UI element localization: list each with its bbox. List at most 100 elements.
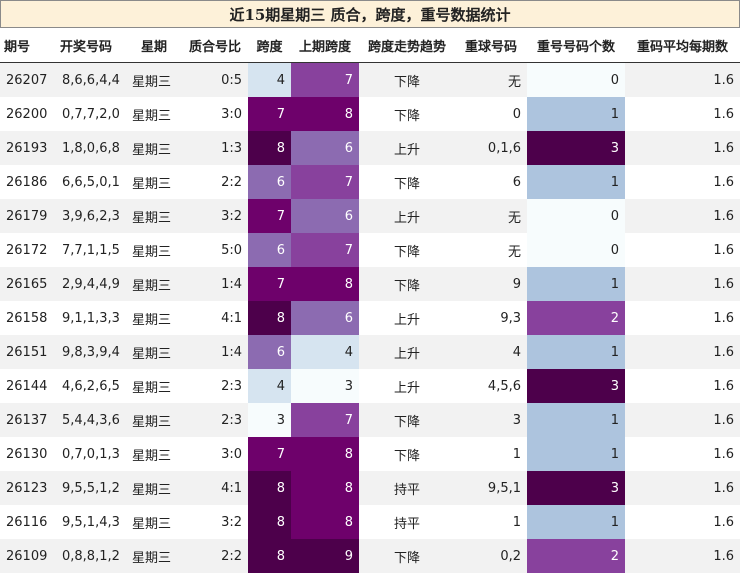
table-row: 26165 2,9,4,4,9 星期三 1:4 7 8 下降 9 1 1.6 (0, 267, 740, 301)
table-cell: 无 (455, 199, 527, 233)
column-header: 重号号码个数 (527, 28, 625, 63)
column-header: 重球号码 (455, 28, 527, 63)
table-cell: 星期三 (126, 97, 182, 131)
table-cell: 下降 (359, 165, 455, 199)
table-cell: 持平 (359, 471, 455, 505)
table-cell: 下降 (359, 97, 455, 131)
table-cell: 6 (248, 335, 291, 369)
table-cell: 4 (248, 62, 291, 97)
table-cell: 7 (291, 403, 359, 437)
stats-table: 期号 开奖号码 星期 质合号比 跨度 上期跨度 跨度走势趋势 重球号码 重号号码个数 重码平均每期… (0, 28, 740, 573)
table-cell: 8 (248, 471, 291, 505)
table-cell: 上升 (359, 199, 455, 233)
table-cell: 7 (291, 165, 359, 199)
table-cell: 8 (248, 505, 291, 539)
table-cell: 星期三 (126, 233, 182, 267)
table-cell: 1 (527, 267, 625, 301)
table-cell: 1.6 (625, 539, 740, 573)
table-cell: 9,5,1,4,3 (56, 505, 126, 539)
table-cell: 8 (291, 437, 359, 471)
table-row: 26172 7,7,1,1,5 星期三 5:0 6 7 下降无 0 1.6 (0, 233, 740, 267)
table-row: 26109 0,8,8,1,2 星期三 2:2 8 9 下降 0,2 2 1.6 (0, 539, 740, 573)
table-cell: 26172 (0, 233, 56, 267)
table-cell: 8 (291, 267, 359, 301)
table-cell: 9,5,1 (455, 471, 527, 505)
table-cell: 星期三 (126, 131, 182, 165)
table-cell: 7 (248, 199, 291, 233)
table-cell: 9 (291, 539, 359, 573)
table-cell: 0 (527, 199, 625, 233)
table-cell: 4,5,6 (455, 369, 527, 403)
table-cell: 26158 (0, 301, 56, 335)
table-cell: 7 (291, 62, 359, 97)
table-cell: 3 (527, 369, 625, 403)
table-cell: 1:4 (182, 335, 248, 369)
table-cell: 下降 (359, 437, 455, 471)
table-row: 26130 0,7,0,1,3 星期三 3:0 7 8 下降 1 1 1.6 (0, 437, 740, 471)
table-cell: 下降 (359, 403, 455, 437)
table-cell: 星期三 (126, 471, 182, 505)
table-cell: 1.6 (625, 97, 740, 131)
table-cell: 6 (291, 199, 359, 233)
table-cell: 星期三 (126, 437, 182, 471)
table-cell: 1.6 (625, 369, 740, 403)
table-cell: 1.6 (625, 131, 740, 165)
table-row: 26200 0,7,7,2,0 星期三 3:0 7 8 下降 0 1 1.6 (0, 97, 740, 131)
table-cell: 3:2 (182, 505, 248, 539)
table-cell: 无 (455, 62, 527, 97)
table-cell: 4:1 (182, 301, 248, 335)
table-cell: 3 (248, 403, 291, 437)
table-cell: 2:2 (182, 165, 248, 199)
column-header: 开奖号码 (56, 28, 126, 63)
table-cell: 8 (248, 131, 291, 165)
column-header: 跨度 (248, 28, 291, 63)
table-cell: 26200 (0, 97, 56, 131)
table-cell: 1.6 (625, 301, 740, 335)
table-title: 近15期星期三 质合，跨度，重号数据统计 (0, 0, 740, 28)
column-header: 跨度走势趋势 (359, 28, 455, 63)
table-cell: 1 (527, 165, 625, 199)
table-cell: 4:1 (182, 471, 248, 505)
table-row: 26116 9,5,1,4,3 星期三 3:2 8 8 持平 1 1 1.6 (0, 505, 740, 539)
table-cell: 1 (527, 403, 625, 437)
table-row: 26137 5,4,4,3,6 星期三 2:3 3 7 下降 3 1 1.6 (0, 403, 740, 437)
table-body: 26207 8,6,6,4,4 星期三 0:5 4 7 下降无 0 1.6 26200 0,7,7,… (0, 62, 740, 573)
table-cell: 26179 (0, 199, 56, 233)
table-cell: 1.6 (625, 267, 740, 301)
table-cell: 3:0 (182, 97, 248, 131)
table-cell: 5,4,4,3,6 (56, 403, 126, 437)
table-row: 26186 6,6,5,0,1 星期三 2:2 6 7 下降 6 1 1.6 (0, 165, 740, 199)
table-cell: 2:3 (182, 369, 248, 403)
table-cell: 26130 (0, 437, 56, 471)
table-cell: 3 (455, 403, 527, 437)
table-cell: 9 (455, 267, 527, 301)
table-cell: 26186 (0, 165, 56, 199)
table-cell: 1.6 (625, 199, 740, 233)
column-header: 上期跨度 (291, 28, 359, 63)
table-cell: 1.6 (625, 335, 740, 369)
table-row: 26179 3,9,6,2,3 星期三 3:2 7 6 上升无 0 1.6 (0, 199, 740, 233)
table-cell: 下降 (359, 233, 455, 267)
table-cell: 1.6 (625, 233, 740, 267)
table-cell: 3 (527, 471, 625, 505)
table-cell: 5:0 (182, 233, 248, 267)
table-cell: 6,6,5,0,1 (56, 165, 126, 199)
table-cell: 1 (455, 437, 527, 471)
table-row: 26158 9,1,1,3,3 星期三 4:1 8 6 上升 9,3 2 1.6 (0, 301, 740, 335)
table-cell: 上升 (359, 131, 455, 165)
table-cell: 1.6 (625, 437, 740, 471)
table-cell: 8 (291, 471, 359, 505)
table-cell: 1 (455, 505, 527, 539)
table-cell: 0 (527, 62, 625, 97)
table-cell: 下降 (359, 539, 455, 573)
table-cell: 星期三 (126, 403, 182, 437)
table-cell: 26165 (0, 267, 56, 301)
table-cell: 7 (248, 267, 291, 301)
table-row: 26207 8,6,6,4,4 星期三 0:5 4 7 下降无 0 1.6 (0, 62, 740, 97)
table-cell: 6 (248, 165, 291, 199)
table-cell: 持平 (359, 505, 455, 539)
table-cell: 2 (527, 539, 625, 573)
table-cell: 星期三 (126, 267, 182, 301)
table-cell: 0 (455, 97, 527, 131)
table-cell: 8 (248, 301, 291, 335)
